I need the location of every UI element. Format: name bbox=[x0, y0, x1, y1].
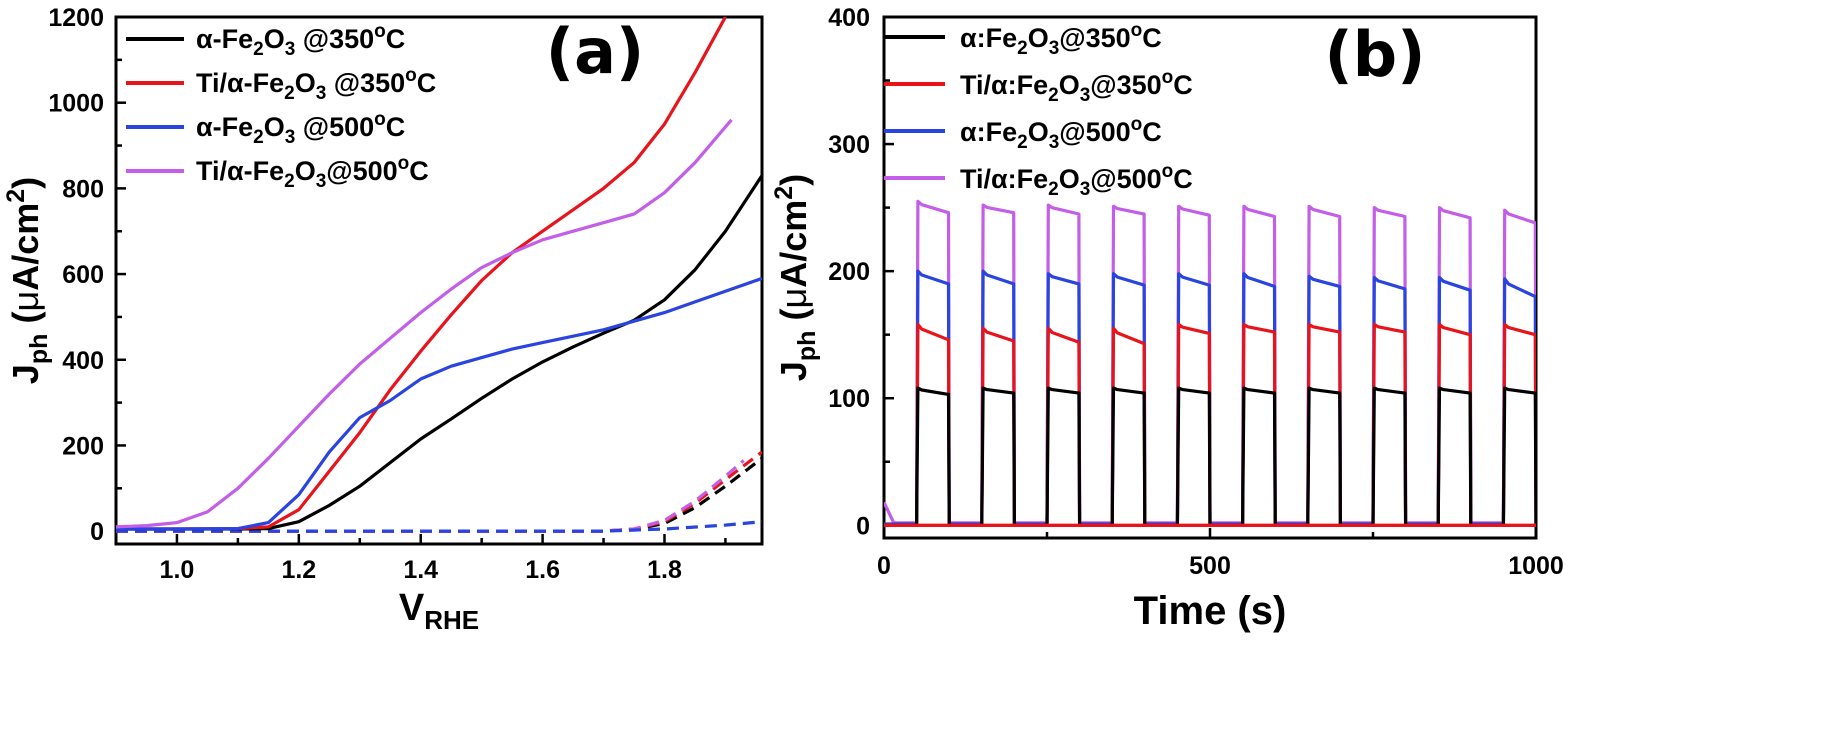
plot-frame bbox=[114, 15, 764, 546]
y-tick-label: 400 bbox=[62, 347, 104, 375]
y-tick-label: 1000 bbox=[48, 90, 104, 118]
dark-current-series-line bbox=[116, 459, 745, 533]
series-line bbox=[116, 118, 733, 529]
x-tick-label: 1000 bbox=[1508, 552, 1564, 580]
legend-label: α-Fe2O3 @350oC bbox=[196, 21, 405, 60]
x-axis-title: Time (s) bbox=[1134, 589, 1287, 633]
y-tick-label: 200 bbox=[828, 258, 870, 286]
series-line bbox=[116, 276, 762, 531]
y-tick-label: 1200 bbox=[48, 4, 104, 32]
y-tick-label: 800 bbox=[62, 175, 104, 203]
panel-label-b: (b) bbox=[1324, 18, 1425, 91]
dark-current-series-line bbox=[116, 450, 762, 533]
x-tick-label: 1.8 bbox=[647, 556, 682, 584]
chart-panel-a: 1.0 1.2 1.4 1.6 1.8 0 200 400 600 800 1000 1200 VRHE… bbox=[2, 4, 764, 635]
series-line bbox=[116, 174, 762, 531]
dark-current-series-line bbox=[116, 457, 762, 533]
legend-label: Ti/α-Fe2O3 @350oC bbox=[196, 65, 436, 104]
legend-label: α:Fe2O3@350oC bbox=[960, 20, 1162, 59]
y-tick-label: 200 bbox=[62, 432, 104, 460]
y-tick-label: 400 bbox=[828, 4, 870, 32]
series-line bbox=[116, 17, 727, 531]
x-tick-label: 500 bbox=[1189, 552, 1231, 580]
legend-label: Ti/α-Fe2O3@500oC bbox=[196, 153, 429, 192]
legend-label: Ti/α:Fe2O3@500oC bbox=[960, 161, 1193, 200]
x-tick-label: 1.0 bbox=[160, 556, 195, 584]
chart-panel-b: 0 500 1000 0 100 200 300 400 Time (s) Jph (μA/cm2… bbox=[770, 4, 1564, 633]
y-tick-label: 0 bbox=[856, 512, 870, 540]
x-tick-label: 0 bbox=[877, 552, 891, 580]
x-tick-label: 1.6 bbox=[525, 556, 560, 584]
x-tick-label: 1.4 bbox=[403, 556, 438, 584]
y-tick-label: 0 bbox=[90, 518, 104, 546]
series-line bbox=[884, 386, 1536, 527]
dark-current-series-line bbox=[116, 520, 762, 533]
y-tick-label: 100 bbox=[828, 385, 870, 413]
y-axis-title: Jph (μA/cm2) bbox=[2, 177, 53, 384]
y-tick-label: 600 bbox=[62, 261, 104, 289]
x-tick-label: 1.2 bbox=[281, 556, 316, 584]
legend-label: α:Fe2O3@500oC bbox=[960, 114, 1162, 153]
panel-label-a: (a) bbox=[546, 15, 645, 88]
legend-label: α-Fe2O3 @500oC bbox=[196, 109, 405, 148]
legend-label: Ti/α:Fe2O3@350oC bbox=[960, 67, 1193, 106]
y-tick-label: 300 bbox=[828, 131, 870, 159]
x-axis-title: VRHE bbox=[399, 587, 479, 635]
y-axis-title: Jph (μA/cm2) bbox=[770, 174, 821, 381]
